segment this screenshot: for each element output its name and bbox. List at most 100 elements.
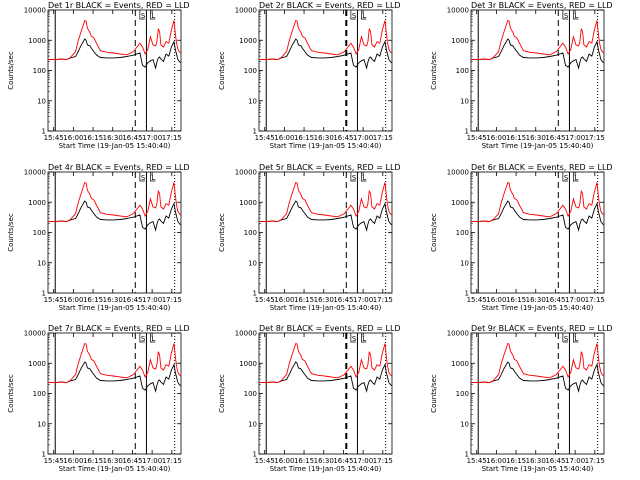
x-tick-label: 17:15 — [373, 457, 393, 465]
x-tick-label: 16:15 — [294, 296, 314, 304]
y-axis-label: Counts/sec — [430, 374, 438, 413]
lld-series-line — [471, 19, 604, 61]
events-series-line — [259, 38, 392, 70]
y-tick-label: 100 — [244, 67, 257, 75]
y-tick-label: 100 — [456, 229, 469, 237]
flag-letter: L — [362, 335, 366, 343]
x-axis-label: Start Time (19-Jan-05 15:40:40) — [270, 304, 382, 312]
x-tick-label: 16:30 — [526, 134, 546, 142]
y-axis-label: Counts/sec — [7, 213, 15, 252]
x-tick-label: 16:30 — [314, 296, 334, 304]
plot-frame — [258, 9, 393, 132]
x-tick-label: 17:15 — [162, 296, 182, 304]
panel-det-2r: Det 2r BLACK = Events, RED = LLD 1 10 100 10… — [218, 1, 401, 150]
y-tick-label: 100 — [33, 390, 46, 398]
x-tick-label: 16:45 — [122, 457, 142, 465]
y-axis-label: Counts/sec — [218, 374, 226, 413]
x-axis-label: Start Time (19-Jan-05 15:40:40) — [59, 142, 171, 150]
y-tick-label: 10 — [460, 259, 469, 267]
y-tick-label: 100 — [244, 229, 257, 237]
flag-mark — [139, 333, 145, 343]
y-axis-label: Counts/sec — [430, 213, 438, 252]
lld-series-line — [48, 342, 181, 384]
x-tick-label: 15:45 — [467, 457, 487, 465]
x-axis-label: Start Time (19-Jan-05 15:40:40) — [59, 304, 171, 312]
x-tick-label: 16:30 — [314, 134, 334, 142]
panel-title: Det 2r BLACK = Events, RED = LLD — [259, 1, 401, 10]
x-axis-label: Start Time (19-Jan-05 15:40:40) — [482, 304, 594, 312]
x-tick-label: 15:45 — [467, 134, 487, 142]
y-tick-label: 1000 — [239, 37, 257, 45]
plot-frame — [470, 171, 605, 294]
plot-frame — [470, 332, 605, 455]
x-tick-label: 15:45 — [44, 134, 64, 142]
flag-mark — [150, 172, 156, 182]
lld-series-line — [259, 181, 392, 223]
y-tick-label: 10000 — [447, 330, 469, 338]
events-series-line — [259, 361, 392, 393]
lld-series-line — [259, 342, 392, 384]
plot-frame — [258, 332, 393, 455]
y-tick-label: 10 — [248, 420, 257, 428]
x-tick-label: 16:00 — [274, 296, 294, 304]
flag-mark — [562, 333, 568, 343]
x-tick-label: 16:30 — [103, 296, 123, 304]
y-axis-label: Counts/sec — [430, 51, 438, 90]
panel-det-3r: Det 3r BLACK = Events, RED = LLD 1 10 100 10… — [430, 1, 613, 150]
x-tick-label: 15:45 — [255, 134, 275, 142]
panel-title: Det 9r BLACK = Events, RED = LLD — [471, 324, 613, 333]
plot-frame — [258, 171, 393, 294]
y-tick-label: 10000 — [447, 7, 469, 15]
y-axis-label: Counts/sec — [218, 51, 226, 90]
flag-mark — [350, 333, 356, 343]
y-tick-label: 10000 — [235, 7, 257, 15]
panel-title: Det 5r BLACK = Events, RED = LLD — [259, 163, 401, 172]
x-tick-label: 16:30 — [526, 296, 546, 304]
flag-mark — [573, 333, 579, 343]
y-tick-label: 1000 — [28, 360, 46, 368]
x-tick-label: 16:30 — [314, 457, 334, 465]
y-tick-label: 1 — [42, 128, 46, 136]
x-tick-label: 17:15 — [373, 296, 393, 304]
events-series-line — [48, 38, 181, 70]
x-tick-label: 17:00 — [142, 296, 162, 304]
x-tick-label: 16:45 — [122, 134, 142, 142]
y-tick-label: 1000 — [451, 199, 469, 207]
panel-det-4r: Det 4r BLACK = Events, RED = LLD 1 10 100 10… — [7, 163, 190, 312]
x-axis-label: Start Time (19-Jan-05 15:40:40) — [270, 465, 382, 473]
y-tick-label: 100 — [244, 390, 257, 398]
flag-letter: S — [141, 174, 146, 182]
flag-mark — [361, 172, 367, 182]
flag-letter: L — [362, 12, 366, 20]
flag-letter: S — [564, 174, 569, 182]
flag-letter: S — [564, 12, 569, 20]
flag-letter: L — [151, 12, 155, 20]
y-tick-label: 10000 — [24, 330, 46, 338]
flag-mark — [139, 10, 145, 20]
y-tick-label: 1 — [253, 290, 257, 298]
x-axis-label: Start Time (19-Jan-05 15:40:40) — [59, 465, 171, 473]
panel-det-6r: Det 6r BLACK = Events, RED = LLD 1 10 100 10… — [430, 163, 613, 312]
flag-mark — [361, 333, 367, 343]
panel-title: Det 8r BLACK = Events, RED = LLD — [259, 324, 401, 333]
y-tick-label: 1000 — [451, 360, 469, 368]
panel-title: Det 1r BLACK = Events, RED = LLD — [48, 1, 190, 10]
x-tick-label: 17:00 — [353, 457, 373, 465]
x-tick-label: 16:45 — [545, 296, 565, 304]
y-tick-label: 1 — [253, 128, 257, 136]
panel-title: Det 4r BLACK = Events, RED = LLD — [48, 163, 190, 172]
y-tick-label: 10 — [37, 97, 46, 105]
x-tick-label: 16:30 — [103, 457, 123, 465]
y-tick-label: 10000 — [24, 169, 46, 177]
panel-det-8r: Det 8r BLACK = Events, RED = LLD 1 10 100 10… — [218, 324, 401, 473]
x-tick-label: 16:15 — [294, 134, 314, 142]
y-tick-label: 10 — [460, 420, 469, 428]
flag-mark — [361, 10, 367, 20]
x-tick-label: 17:15 — [162, 134, 182, 142]
flag-mark — [150, 10, 156, 20]
flag-letter: S — [141, 12, 146, 20]
x-tick-label: 15:45 — [467, 296, 487, 304]
panel-title: Det 6r BLACK = Events, RED = LLD — [471, 163, 613, 172]
x-tick-label: 17:15 — [162, 457, 182, 465]
y-axis-label: Counts/sec — [7, 374, 15, 413]
